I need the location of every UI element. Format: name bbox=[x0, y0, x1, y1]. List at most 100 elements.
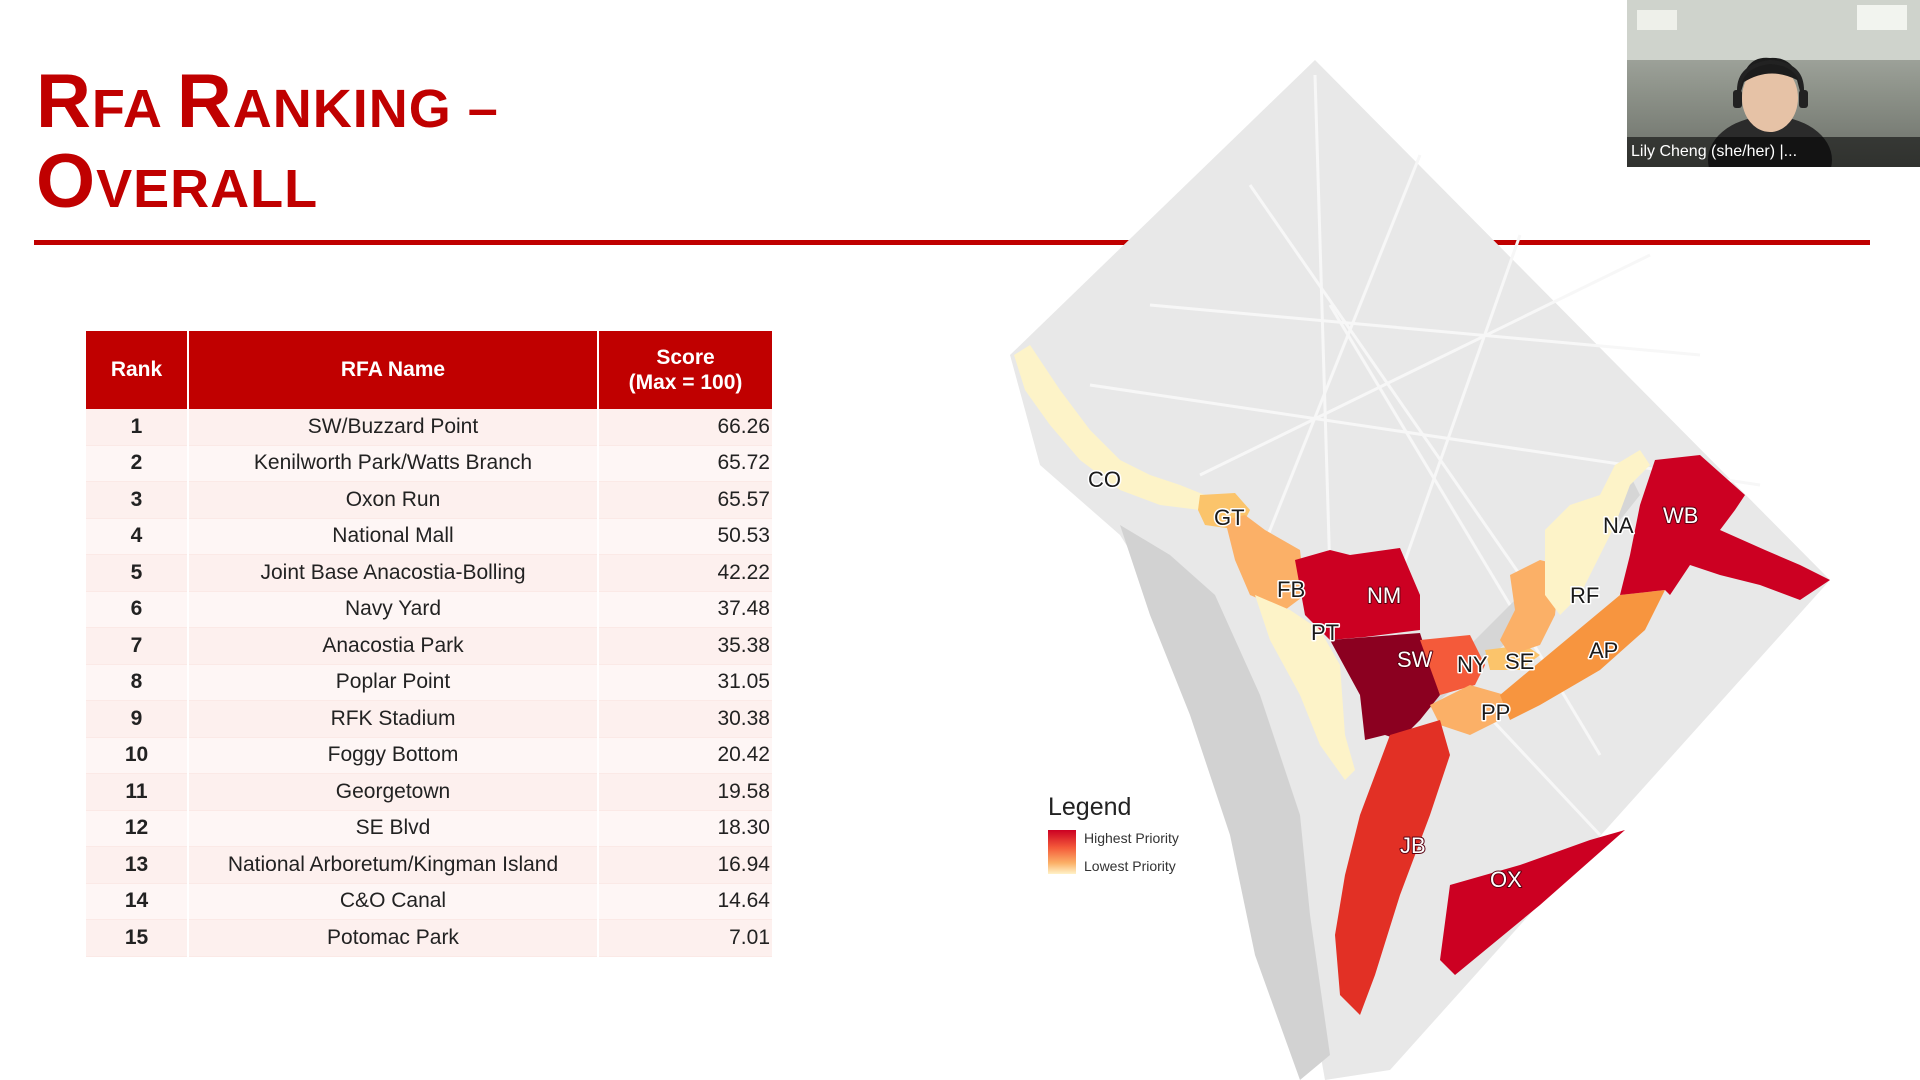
cell-score: 50.53 bbox=[598, 518, 772, 555]
region-se bbox=[1485, 645, 1540, 670]
cell-rank: 1 bbox=[86, 409, 189, 446]
map-legend: Legend Highest Priority Lowest Priority bbox=[1048, 793, 1179, 874]
legend-lowest-label: Lowest Priority bbox=[1084, 858, 1176, 874]
region-pp bbox=[1430, 685, 1505, 735]
label-wb: WB bbox=[1663, 503, 1698, 528]
label-se: SE bbox=[1505, 649, 1534, 674]
region-sw bbox=[1330, 633, 1440, 740]
cell-rfa-name: RFK Stadium bbox=[188, 700, 599, 738]
participant-name-label: Lily Cheng (she/her) |... bbox=[1627, 137, 1920, 167]
cell-score: 35.38 bbox=[598, 627, 772, 665]
label-rf: RF bbox=[1570, 583, 1599, 608]
cell-score: 42.22 bbox=[598, 554, 772, 592]
cell-rfa-name: Oxon Run bbox=[188, 481, 599, 519]
title-line-1: RFA RANKING – bbox=[36, 59, 499, 144]
region-ox bbox=[1440, 830, 1625, 975]
header-score: Score (Max = 100) bbox=[598, 331, 772, 409]
cell-rank: 4 bbox=[86, 518, 189, 555]
table-row: 4 National Mall 50.53 bbox=[86, 518, 772, 555]
table-row: 10 Foggy Bottom 20.42 bbox=[86, 737, 772, 774]
cell-rank: 7 bbox=[86, 627, 189, 665]
cell-rfa-name: Joint Base Anacostia-Bolling bbox=[188, 554, 599, 592]
cell-rfa-name: Poplar Point bbox=[188, 664, 599, 701]
table-row: 15 Potomac Park 7.01 bbox=[86, 919, 772, 957]
table-row: 6 Navy Yard 37.48 bbox=[86, 591, 772, 628]
table-header-row: Rank RFA Name Score (Max = 100) bbox=[86, 331, 772, 409]
cell-rfa-name: Anacostia Park bbox=[188, 627, 599, 665]
cell-score: 37.48 bbox=[598, 591, 772, 628]
cell-score: 65.72 bbox=[598, 445, 772, 482]
cell-rank: 9 bbox=[86, 700, 189, 738]
table-row: 8 Poplar Point 31.05 bbox=[86, 664, 772, 701]
cell-rank: 10 bbox=[86, 737, 189, 774]
label-co: CO bbox=[1088, 467, 1121, 492]
cell-rank: 3 bbox=[86, 481, 189, 519]
cell-rfa-name: National Arboretum/Kingman Island bbox=[188, 846, 599, 884]
map-base bbox=[1010, 60, 1830, 1080]
cell-score: 19.58 bbox=[598, 773, 772, 811]
table-row: 14 C&O Canal 14.64 bbox=[86, 883, 772, 920]
cell-rank: 8 bbox=[86, 664, 189, 701]
label-jb: JB bbox=[1400, 833, 1426, 858]
table-row: 2 Kenilworth Park/Watts Branch 65.72 bbox=[86, 445, 772, 482]
region-na bbox=[1545, 450, 1650, 615]
cell-rfa-name: C&O Canal bbox=[188, 883, 599, 920]
cell-rfa-name: Kenilworth Park/Watts Branch bbox=[188, 445, 599, 482]
table-row: 7 Anacostia Park 35.38 bbox=[86, 627, 772, 665]
header-rfa-name: RFA Name bbox=[188, 331, 599, 409]
label-fb: FB bbox=[1277, 577, 1305, 602]
header-rank: Rank bbox=[86, 331, 189, 409]
cell-rfa-name: Potomac Park bbox=[188, 919, 599, 957]
table-body: 1 SW/Buzzard Point 66.26 2 Kenilworth Park/W… bbox=[86, 409, 772, 957]
cell-rfa-name: Foggy Bottom bbox=[188, 737, 599, 774]
river bbox=[1120, 525, 1330, 1080]
table-row: 11 Georgetown 19.58 bbox=[86, 773, 772, 811]
region-co bbox=[1014, 345, 1205, 510]
label-ny: NY bbox=[1457, 652, 1488, 677]
label-na: NA bbox=[1603, 513, 1634, 538]
title-divider bbox=[34, 240, 1870, 245]
cell-rfa-name: Georgetown bbox=[188, 773, 599, 811]
legend-title: Legend bbox=[1048, 793, 1132, 821]
table-row: 3 Oxon Run 65.57 bbox=[86, 481, 772, 519]
cell-score: 31.05 bbox=[598, 664, 772, 701]
cell-score: 66.26 bbox=[598, 409, 772, 446]
table-row: 1 SW/Buzzard Point 66.26 bbox=[86, 409, 772, 446]
cell-rank: 11 bbox=[86, 773, 189, 811]
slide-title: RFA RANKING – OVERALL bbox=[36, 62, 499, 222]
rfa-ranking-table: Rank RFA Name Score (Max = 100) 1 SW/Buzza… bbox=[86, 331, 772, 957]
table-row: 12 SE Blvd 18.30 bbox=[86, 810, 772, 847]
label-nm: NM bbox=[1367, 583, 1401, 608]
cell-rank: 6 bbox=[86, 591, 189, 628]
cell-rank: 14 bbox=[86, 883, 189, 920]
label-pt: PT bbox=[1311, 620, 1339, 645]
cell-rank: 15 bbox=[86, 919, 189, 957]
cell-rank: 13 bbox=[86, 846, 189, 884]
label-ap: AP bbox=[1589, 638, 1618, 663]
participant-video-tile[interactable]: Lily Cheng (she/her) |... bbox=[1627, 0, 1920, 167]
region-pt bbox=[1255, 595, 1355, 780]
legend-color-ramp bbox=[1048, 830, 1076, 874]
cell-score: 30.38 bbox=[598, 700, 772, 738]
cell-rank: 2 bbox=[86, 445, 189, 482]
cell-score: 16.94 bbox=[598, 846, 772, 884]
region-fb bbox=[1225, 515, 1305, 610]
cell-score: 14.64 bbox=[598, 883, 772, 920]
cell-score: 65.57 bbox=[598, 481, 772, 519]
rfa-map: CO GT FB NM PT SW NY SE PP AP RF NA WB J… bbox=[1010, 60, 1830, 1080]
cell-rfa-name: Navy Yard bbox=[188, 591, 599, 628]
title-line-2: OVERALL bbox=[36, 138, 319, 224]
cell-rank: 12 bbox=[86, 810, 189, 847]
region-jb bbox=[1335, 720, 1450, 1015]
table-row: 9 RFK Stadium 30.38 bbox=[86, 700, 772, 738]
cell-rfa-name: National Mall bbox=[188, 518, 599, 555]
table-row: 13 National Arboretum/Kingman Island 16.94 bbox=[86, 846, 772, 884]
cell-rfa-name: SW/Buzzard Point bbox=[188, 409, 599, 446]
region-ny bbox=[1420, 635, 1485, 695]
cell-score: 20.42 bbox=[598, 737, 772, 774]
cell-rank: 5 bbox=[86, 554, 189, 592]
legend-body: Highest Priority Lowest Priority bbox=[1048, 830, 1179, 874]
legend-labels: Highest Priority Lowest Priority bbox=[1084, 830, 1179, 874]
region-nm bbox=[1295, 548, 1420, 640]
legend-highest-label: Highest Priority bbox=[1084, 830, 1179, 846]
